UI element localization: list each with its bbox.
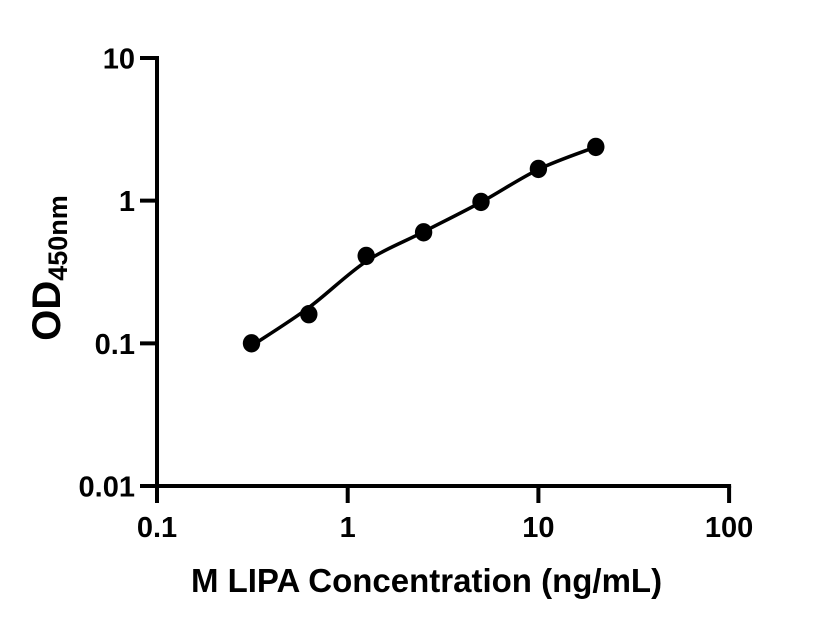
data-point [529,159,548,179]
data-point [242,334,261,353]
x-tick-label: 1 [340,512,356,544]
y-tick-label: 0.01 [79,472,135,504]
y-axis-title: OD450nm [19,148,75,388]
y-tick-label: 0.1 [95,329,135,361]
y-tick-label: 1 [119,186,135,218]
data-point [414,223,433,242]
x-tick-label: 100 [705,512,753,544]
x-axis-title: M LIPA Concentration (ng/mL) [190,562,663,599]
y-axis-title-subscript: 450nm [43,195,73,281]
y-tick-label: 10 [103,43,135,75]
data-point [357,246,375,266]
data-point [587,137,605,157]
y-axis-title-main: OD [25,280,69,341]
data-point [300,305,318,324]
data-point [472,192,490,212]
x-tick-label: 0.1 [137,512,177,544]
x-tick-label: 10 [522,512,554,544]
